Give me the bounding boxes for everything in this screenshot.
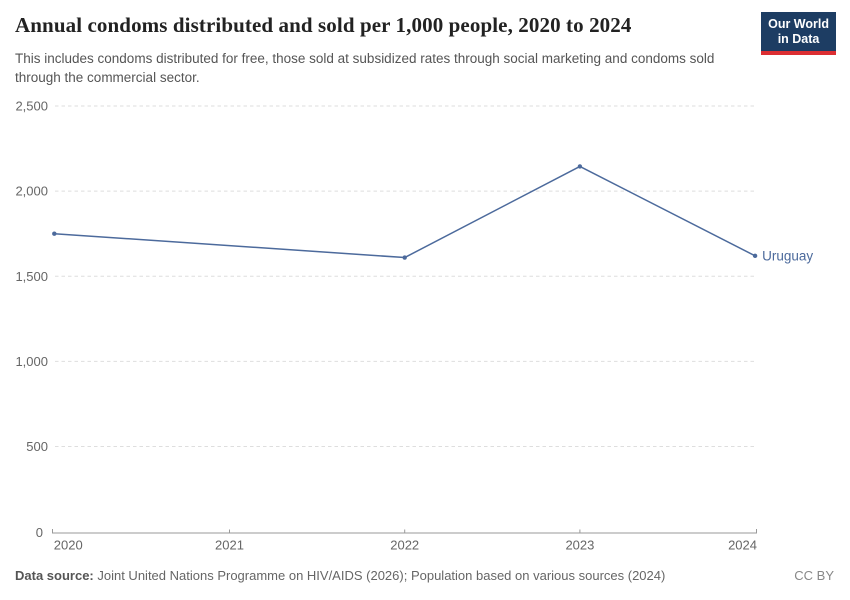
x-tick-label: 2024 [728,538,757,553]
chart-title: Annual condoms distributed and sold per … [15,13,632,37]
license-cc-by[interactable]: CC BY [794,568,834,583]
data-point-uruguay-2023[interactable] [577,164,583,169]
y-tick-label: 1,000 [15,354,48,369]
data-point-uruguay-2024[interactable] [752,253,758,259]
owid-logo-line1: Our World [768,17,829,31]
owid-logo-line2: in Data [777,32,820,46]
data-source-text: Joint United Nations Programme on HIV/AI… [93,568,666,583]
owid-logo[interactable]: Our World in Data [761,12,836,55]
y-tick-label: 500 [26,439,48,454]
x-tick-label: 2020 [54,538,83,553]
y-tick-label: 1,500 [15,269,48,284]
data-point-uruguay-2022[interactable] [402,255,407,260]
data-source-note: Data source: Joint United Nations Progra… [15,568,835,583]
series-label-uruguay[interactable]: Uruguay [762,248,813,263]
x-tick-label: 2023 [565,538,594,553]
x-tick-label: 2022 [390,538,419,553]
data-source-label: Data source: [15,568,94,583]
y-tick-label: 2,000 [15,184,48,199]
data-point-uruguay-2020[interactable] [52,231,57,236]
y-tick-label: 2,500 [15,99,48,114]
chart-subtitle: This includes condoms distributed for fr… [15,51,715,85]
x-tick-label: 2021 [215,538,244,553]
data-line-uruguay[interactable] [53,165,756,259]
y-tick-label-zero: 0 [36,525,43,540]
